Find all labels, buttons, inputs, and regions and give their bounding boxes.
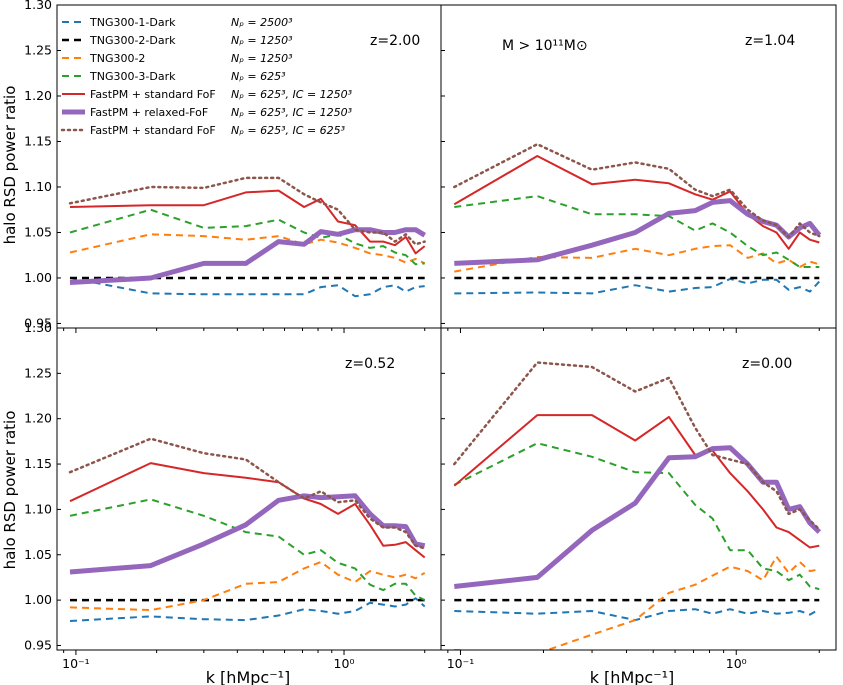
legend-np-value: Nₚ = 625³, IC = 625³ xyxy=(231,124,346,137)
series-line-5 xyxy=(454,198,822,266)
series-line-2 xyxy=(69,233,426,265)
y-tick-label: 1.05 xyxy=(24,224,52,239)
panel-2: z=0.52 xyxy=(56,327,442,651)
y-tick-label: 1.25 xyxy=(24,365,52,380)
series-line-3 xyxy=(454,195,820,268)
y-tick-label: 1.20 xyxy=(24,88,52,103)
y-tick-label: 1.00 xyxy=(24,592,52,607)
y-tick-label: 1.30 xyxy=(24,320,52,335)
redshift-label: z=1.04 xyxy=(745,33,795,49)
series-line-4 xyxy=(453,414,820,549)
legend-series-name: TNG300-3-Dark xyxy=(89,70,176,83)
mass-cut-annotation: M > 10¹¹M⊙ xyxy=(502,38,588,54)
panel-3: z=0.00 xyxy=(440,327,837,651)
legend-np-value: Nₚ = 1250³ xyxy=(231,52,293,65)
legend-np-value: Nₚ = 625³ xyxy=(231,70,286,83)
series-line-4 xyxy=(453,155,820,250)
x-tick-label: 10⁰ xyxy=(334,656,355,671)
y-tick-label: 0.95 xyxy=(24,637,52,652)
panel-0: z=2.00 xyxy=(56,4,442,329)
y-axis-label-bottom: halo RSD power ratio xyxy=(1,411,19,570)
series-line-5 xyxy=(69,227,426,285)
redshift-label: z=0.52 xyxy=(345,356,395,372)
series-line-5 xyxy=(454,445,822,589)
y-tick-label: 1.20 xyxy=(24,411,52,426)
y-tick-label: 1.05 xyxy=(24,547,52,562)
series-line-6 xyxy=(453,361,821,531)
redshift-label: z=2.00 xyxy=(370,33,420,49)
panel-1: z=1.04 xyxy=(440,4,837,329)
series-line-3 xyxy=(453,442,820,591)
y-tick-label: 1.10 xyxy=(24,179,52,194)
series-line-0 xyxy=(454,608,820,622)
x-axis-label-left: k [hMpc⁻¹] xyxy=(206,668,291,685)
series-line-6 xyxy=(68,437,426,550)
redshift-label: z=0.00 xyxy=(742,356,792,372)
series-line-2 xyxy=(69,561,426,612)
legend-series-name: TNG300-1-Dark xyxy=(89,16,176,29)
series-line-6 xyxy=(453,142,821,239)
panel-frame xyxy=(56,327,442,651)
series-line-5 xyxy=(69,493,426,575)
y-tick-label: 1.15 xyxy=(24,456,52,471)
legend-np-value: Nₚ = 625³, IC = 1250³ xyxy=(231,88,353,101)
series-line-4 xyxy=(69,462,426,559)
series-line-2 xyxy=(454,244,820,273)
y-axis-label-top: halo RSD power ratio xyxy=(1,86,19,245)
x-axis-label-right: k [hMpc⁻¹] xyxy=(590,668,675,685)
series-line-0 xyxy=(69,597,426,622)
legend-np-value: Nₚ = 1250³ xyxy=(231,34,293,47)
legend-series-name: FastPM + relaxed-FoF xyxy=(90,106,208,119)
legend-series-name: FastPM + standard FoF xyxy=(90,88,216,101)
legend-series-name: FastPM + standard FoF xyxy=(90,124,216,137)
series-line-4 xyxy=(69,189,426,255)
y-tick-label: 0.95 xyxy=(24,315,52,330)
legend-np-value: Nₚ = 2500³ xyxy=(231,16,293,29)
legend-series-name: TNG300-2-Dark xyxy=(89,34,176,47)
y-tick-label: 1.10 xyxy=(24,501,52,516)
legend-np-value: Nₚ = 625³, IC = 1250³ xyxy=(231,106,353,119)
y-tick-label: 1.30 xyxy=(24,0,52,12)
series-line-0 xyxy=(69,277,425,298)
x-tick-label: 10⁻¹ xyxy=(447,656,475,671)
series-line-3 xyxy=(69,498,426,601)
y-tick-label: 1.15 xyxy=(24,133,52,148)
x-tick-label: 10⁻¹ xyxy=(62,656,90,671)
legend: TNG300-1-Dark Nₚ = 2500³ TNG300-2-Dark Nₚ =… xyxy=(60,16,353,137)
x-tick-label: 10⁰ xyxy=(726,656,747,671)
series-line-3 xyxy=(69,208,425,266)
series-line-0 xyxy=(454,277,821,295)
y-tick-label: 1.25 xyxy=(24,42,52,57)
legend-series-name: TNG300-2 xyxy=(89,52,145,65)
series-line-6 xyxy=(68,176,426,246)
series-line-2 xyxy=(454,555,820,650)
y-tick-label: 1.00 xyxy=(24,270,52,285)
panel-frame xyxy=(440,327,837,651)
